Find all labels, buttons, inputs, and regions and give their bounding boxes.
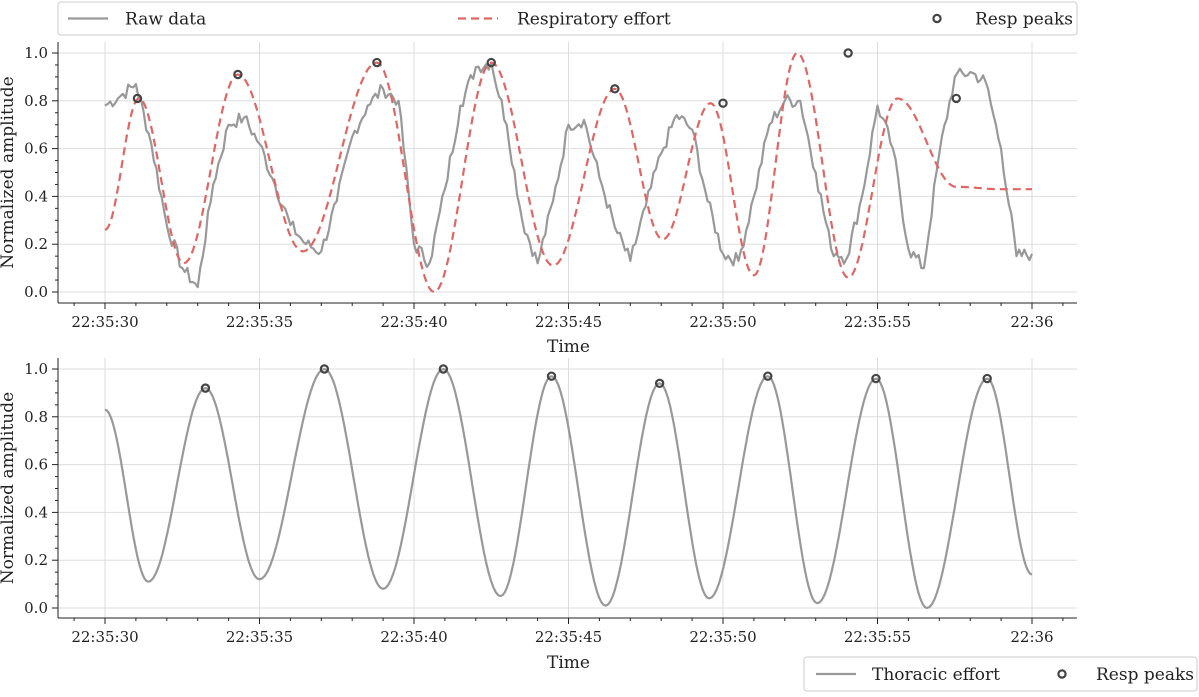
series-line-raw-data: [104, 61, 1034, 289]
x-tick-label: 22:36: [1010, 313, 1053, 331]
resp-peak-marker: [871, 373, 881, 384]
legend-frame: [57, 1, 1078, 36]
resp-peak-marker: [982, 373, 992, 384]
y-axis-label: Normalized amplitude: [0, 392, 18, 584]
resp-peak-marker: [200, 383, 211, 393]
y-tick-label: 0.4: [24, 187, 48, 205]
y-tick-label: 0.0: [24, 599, 48, 617]
x-tick-label: 22:35:45: [535, 313, 602, 331]
y-tick-label: 1.0: [24, 360, 48, 378]
legend-marker: [1057, 669, 1067, 679]
y-tick-label: 0.0: [24, 283, 48, 301]
y-tick-label: 0.8: [24, 92, 48, 110]
legend-entry-label: Raw data: [125, 10, 206, 30]
plot-panel-1: 22:35:30 22:35:35 22:35:40 22:35:45 22:35:50…: [0, 42, 1077, 357]
legend-marker: [932, 13, 942, 24]
resp-peak-marker: [843, 48, 853, 58]
resp-peak-marker: [486, 57, 496, 68]
y-tick-label: 0.4: [24, 503, 48, 521]
x-tick-label: 22:35:50: [689, 313, 756, 331]
legend-1: Raw data Respiratory effort Resp peaks: [57, 1, 1078, 36]
y-tick-label: 0.2: [24, 551, 48, 569]
x-tick-label: 22:36: [1010, 628, 1053, 646]
resp-peak-marker: [372, 57, 382, 68]
resp-peak-marker: [132, 93, 143, 104]
x-tick-label: 22:35:40: [380, 628, 447, 646]
resp-peak-marker: [718, 98, 728, 108]
y-tick-label: 0.6: [24, 140, 48, 158]
plot-panel-2: 22:35:30 22:35:35 22:35:40 22:35:45 22:35:50…: [0, 358, 1077, 673]
x-axis-label: Time: [547, 337, 590, 357]
x-axis-label: Time: [547, 653, 590, 673]
x-tick-label: 22:35:35: [226, 313, 293, 331]
x-tick-label: 22:35:30: [71, 313, 138, 331]
x-tick-label: 22:35:45: [535, 628, 602, 646]
y-axis-label: Normalized amplitude: [0, 76, 18, 268]
resp-peak-marker: [763, 371, 773, 381]
series-line-thoracic-effort: [104, 367, 1033, 610]
resp-peak-marker: [319, 364, 330, 374]
x-tick-label: 22:35:55: [844, 628, 911, 646]
x-tick-label: 22:35:40: [380, 313, 447, 331]
resp-peak-marker: [610, 84, 620, 94]
y-tick-label: 0.6: [24, 456, 48, 474]
legend-entry-label: Resp peaks: [1096, 665, 1194, 685]
legend-entry-label: Resp peaks: [975, 10, 1073, 30]
y-tick-label: 1.0: [24, 44, 48, 62]
x-tick-label: 22:35:50: [689, 628, 756, 646]
resp-peak-marker: [233, 69, 243, 80]
resp-peak-marker: [654, 378, 665, 389]
legend-2: Thoracic effort Resp peaks: [803, 656, 1198, 692]
resp-peak-marker: [951, 93, 961, 104]
x-tick-label: 22:35:30: [71, 628, 138, 646]
x-tick-label: 22:35:35: [226, 628, 293, 646]
x-tick-label: 22:35:55: [844, 313, 911, 331]
legend-entry-label: Respiratory effort: [517, 10, 671, 30]
resp-peak-marker: [438, 364, 449, 374]
legend-frame: [803, 656, 1198, 692]
y-tick-label: 0.8: [24, 408, 48, 426]
y-tick-label: 0.2: [24, 235, 48, 253]
legend-entry-label: Thoracic effort: [872, 665, 1000, 685]
resp-peak-marker: [546, 371, 557, 381]
series-line-respiratory-effort: [104, 51, 1032, 294]
